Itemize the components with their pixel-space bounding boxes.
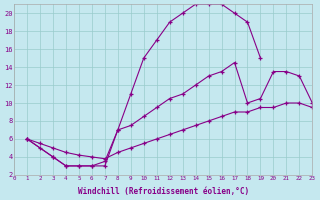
X-axis label: Windchill (Refroidissement éolien,°C): Windchill (Refroidissement éolien,°C) (78, 187, 249, 196)
